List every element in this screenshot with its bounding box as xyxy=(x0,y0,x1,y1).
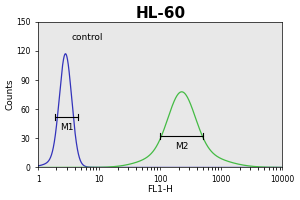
Text: control: control xyxy=(72,33,103,42)
Title: HL-60: HL-60 xyxy=(135,6,185,21)
Text: M1: M1 xyxy=(60,123,73,132)
Y-axis label: Counts: Counts xyxy=(6,79,15,110)
Text: M2: M2 xyxy=(175,142,188,151)
X-axis label: FL1-H: FL1-H xyxy=(147,185,173,194)
